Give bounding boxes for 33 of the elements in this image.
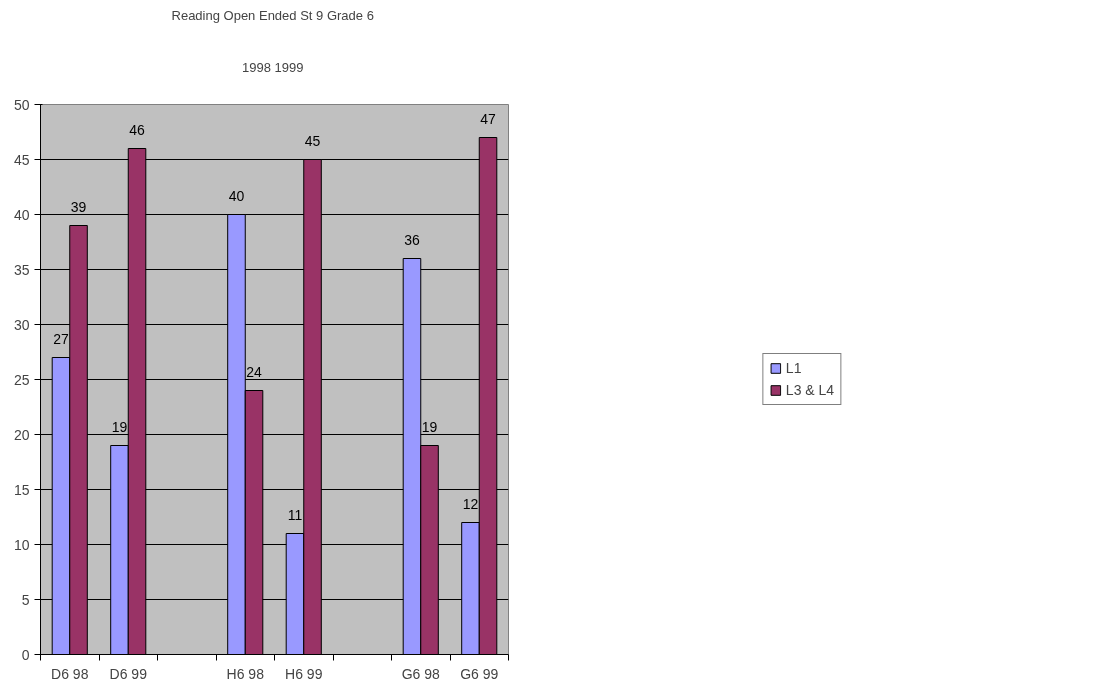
- x-tick-label: G6 98: [401, 665, 441, 682]
- y-tick-label: 40: [13, 206, 30, 223]
- y-tick-label: 0: [21, 646, 30, 663]
- data-label: 27: [53, 330, 69, 347]
- y-tick-label: 35: [13, 261, 30, 278]
- y-tick-label: 20: [13, 426, 30, 443]
- data-label: 19: [421, 418, 438, 435]
- chart-title: Reading Open Ended St 9 Grade 6: [171, 7, 374, 23]
- data-label: 36: [404, 231, 420, 248]
- y-tick-label: 30: [13, 316, 30, 333]
- chart-subtitle: 1998 1999: [241, 59, 304, 75]
- data-label: 24: [246, 363, 263, 380]
- data-label: 19: [111, 418, 128, 435]
- data-label: 40: [228, 187, 245, 204]
- x-tick-label: D6 99: [109, 665, 148, 682]
- data-label: 46: [129, 121, 146, 138]
- x-tick-label: G6 99: [460, 665, 499, 682]
- legend-label: L3 & L4: [785, 382, 835, 398]
- y-tick-label: 15: [13, 481, 30, 498]
- legend-label: L1: [785, 360, 803, 376]
- data-label: 45: [304, 132, 321, 149]
- x-tick-label: D6 98: [51, 665, 89, 682]
- y-tick-label: 50: [13, 96, 30, 113]
- data-label: 11: [287, 506, 303, 523]
- y-tick-label: 45: [13, 151, 30, 168]
- y-tick-label: 25: [13, 371, 30, 388]
- data-label: 39: [70, 198, 87, 215]
- data-label: 47: [480, 110, 497, 127]
- x-tick-label: H6 99: [285, 665, 323, 682]
- y-tick-label: 5: [21, 591, 30, 608]
- x-tick-label: H6 98: [226, 665, 265, 682]
- data-label: 12: [462, 495, 479, 512]
- y-tick-label: 10: [13, 536, 30, 553]
